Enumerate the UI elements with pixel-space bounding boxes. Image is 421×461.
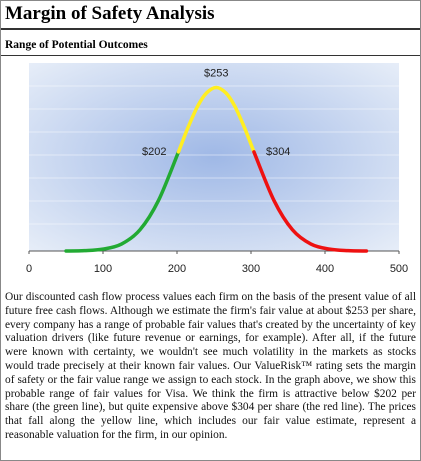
annotation: $253 [204,67,228,79]
section-title: Range of Potential Outcomes [5,39,148,51]
chart: 0 100 200 300 400 500 $253 $202 $304 [26,63,408,275]
page-title: Margin of Safety Analysis [5,3,215,24]
annotation: $304 [266,146,290,158]
x-tick-label: 300 [242,263,260,275]
x-tick-label: 200 [168,263,186,275]
divider [1,55,420,56]
annotation: $202 [142,146,166,158]
plot-background [29,63,399,251]
body-text: Our discounted cash flow process values … [5,291,416,441]
x-tick-label: 400 [316,263,334,275]
curve-segment [176,85,256,154]
x-tick-label: 500 [390,263,408,275]
curve-segment [252,150,369,253]
x-tick-label: 0 [26,263,32,275]
x-tick-label: 100 [94,263,112,275]
curve-segment [64,150,181,253]
divider [1,28,420,30]
background-stripes [29,85,399,225]
